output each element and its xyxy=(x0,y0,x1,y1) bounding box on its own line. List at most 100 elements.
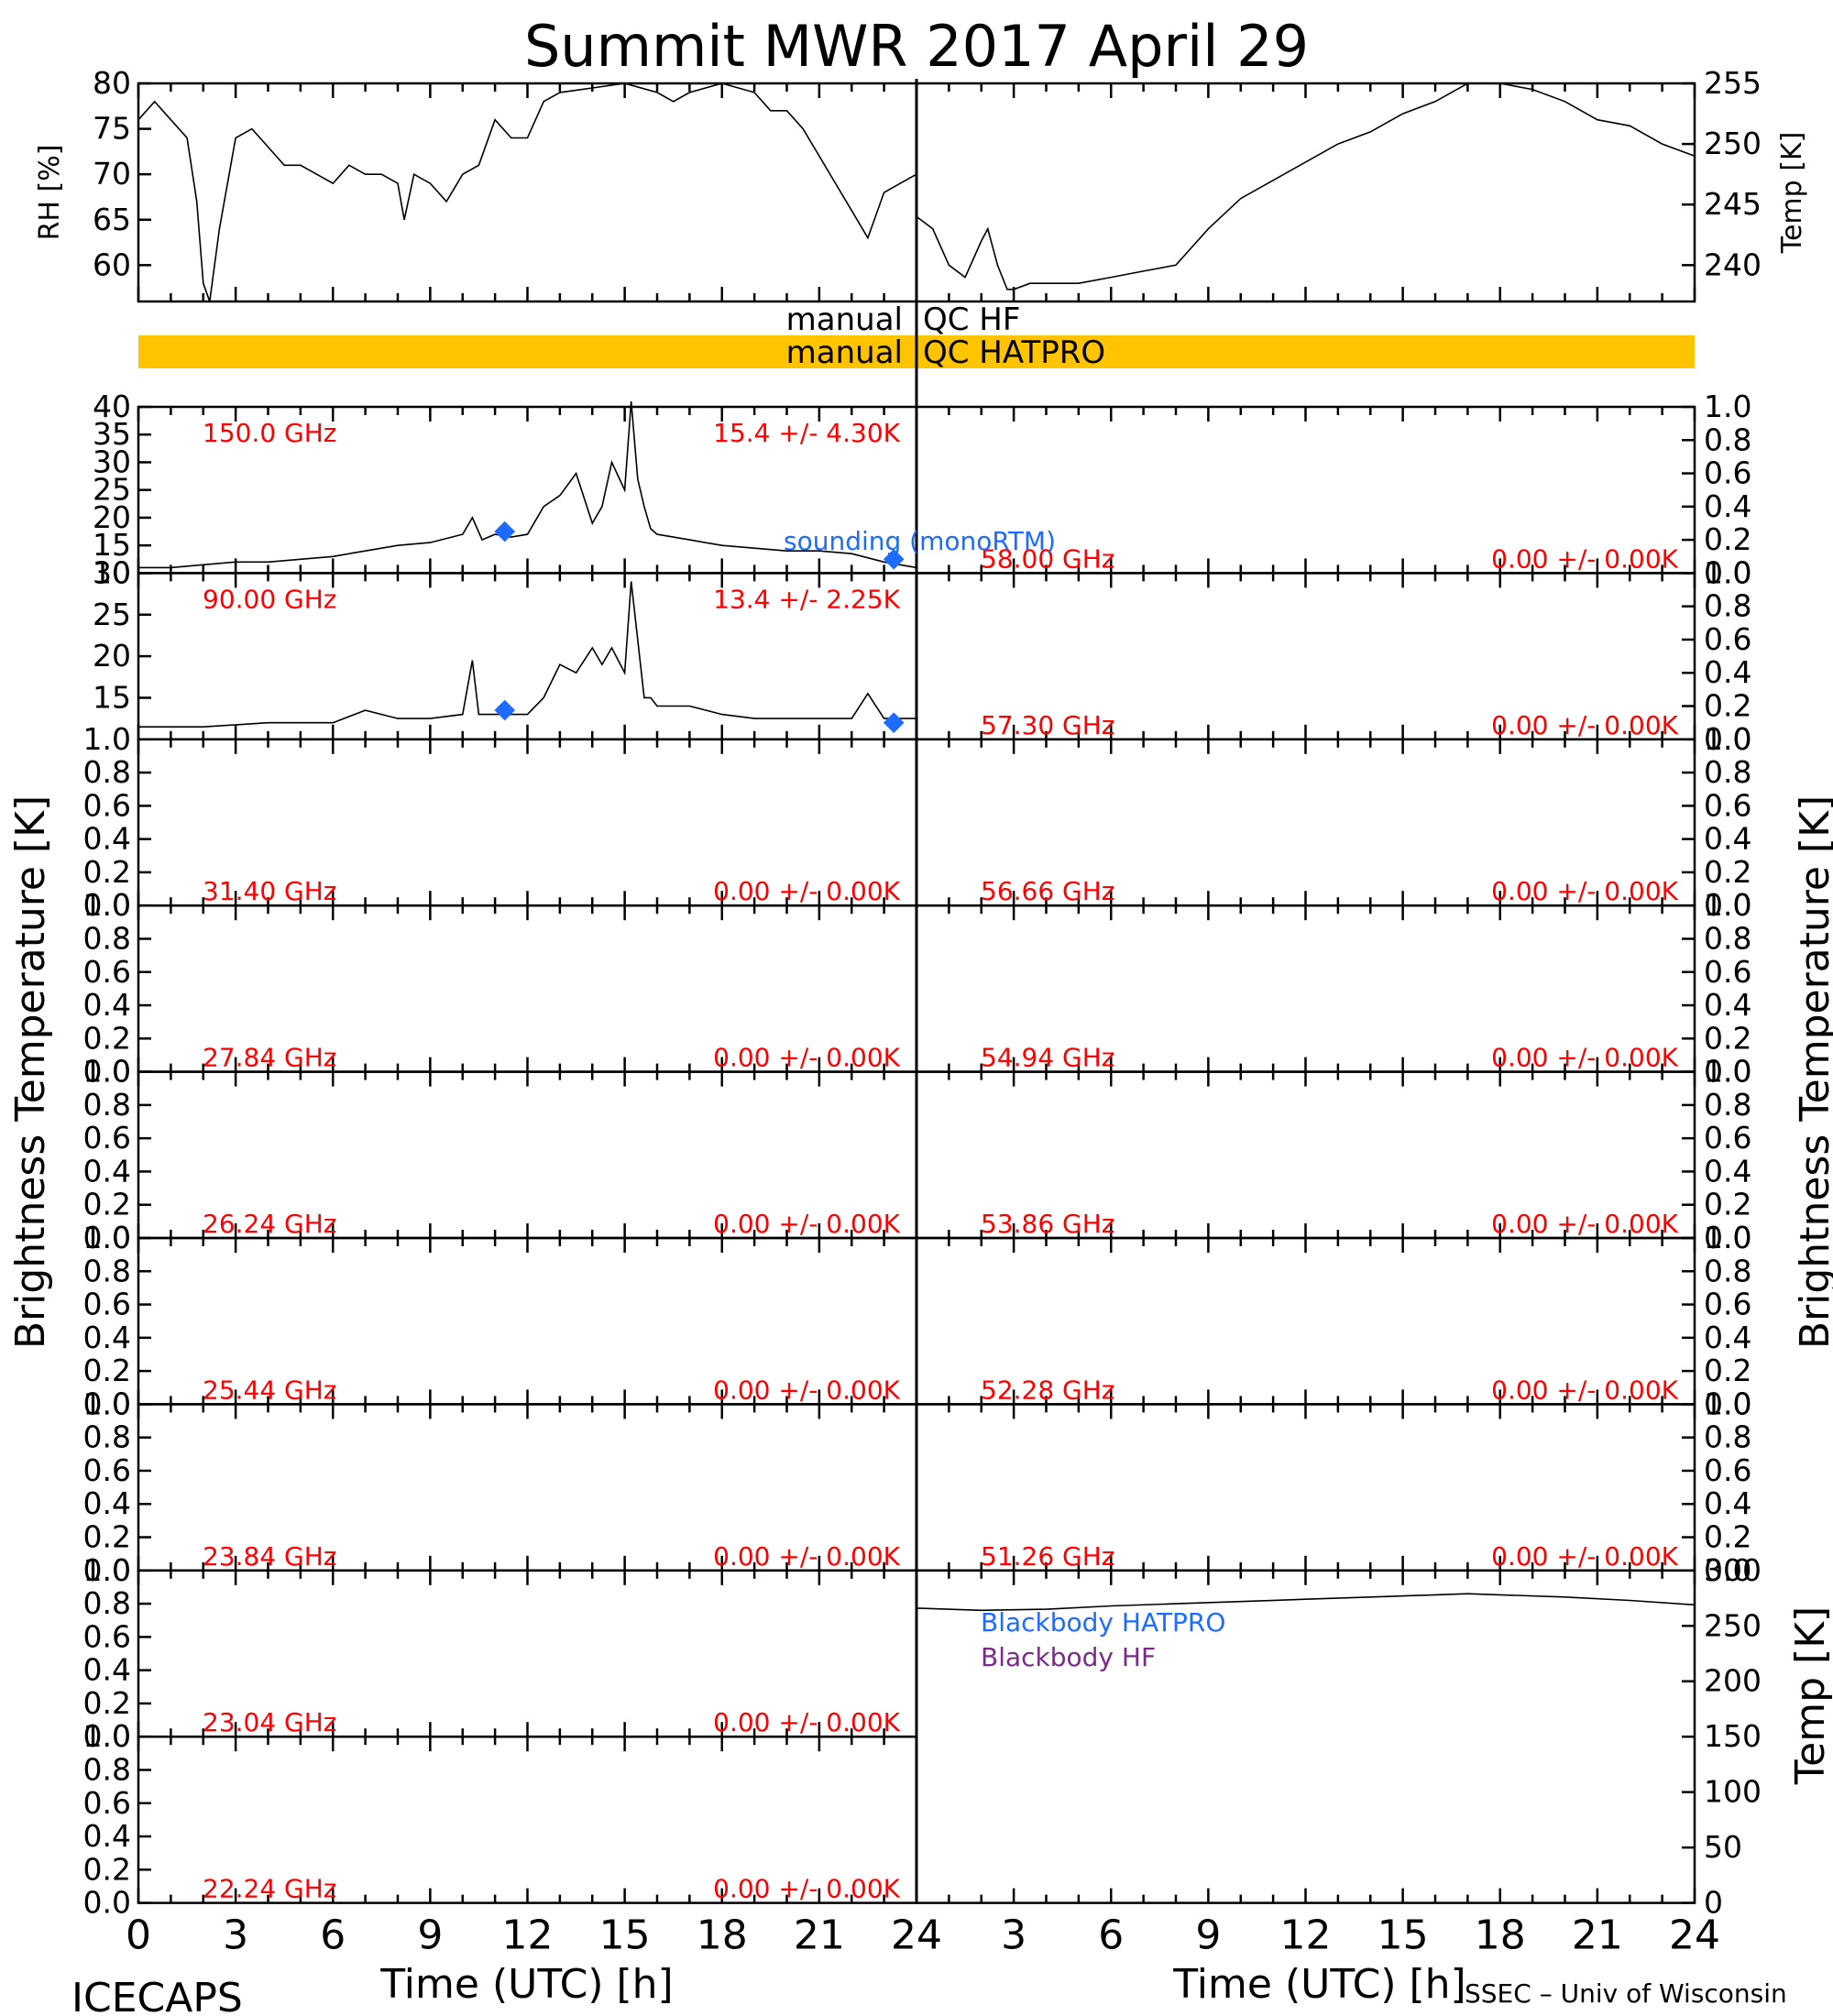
panel-bt2784-ytick-label: 0.6 xyxy=(83,954,131,990)
panel-bt2624-stat-label: 0.00 +/- 0.00K xyxy=(713,1209,900,1239)
bt-ylabel-right: Brightness Temperature [K] xyxy=(1792,795,1833,1349)
panel-bt2784-ytick-label: 1.0 xyxy=(83,887,131,923)
rh-panel-ytick-label: 80 xyxy=(93,65,131,101)
panel-bt3140-ytick-label: 0.0 xyxy=(83,887,131,923)
rh-panel-ytick-label: 60 xyxy=(93,247,131,282)
temp-panel-ytick-label: 250 xyxy=(1704,126,1762,161)
rh-series xyxy=(137,82,917,302)
panel-bt5494-stat-label: 0.00 +/- 0.00K xyxy=(1491,1043,1678,1073)
panel-bt5800-ytick-label: 1.0 xyxy=(1704,389,1751,424)
panel-bt5666-ytick-label: 0.8 xyxy=(1704,754,1751,790)
panel-bt3140-ytick-label: 0.8 xyxy=(83,754,131,790)
panel-bt2544-ytick-label: 1.0 xyxy=(83,1220,131,1255)
panel-bt2224-freq-label: 22.24 GHz xyxy=(203,1874,337,1904)
x-tick-label-left: 21 xyxy=(794,1912,845,1959)
panel-bt5800-stat-label: 0.00 +/- 0.00K xyxy=(1491,543,1678,574)
x-tick-label-left: 3 xyxy=(223,1912,248,1959)
panel-bt150-ytick-label: 15 xyxy=(93,527,131,563)
panel-bt150-ytick-label: 10 xyxy=(93,554,131,590)
blackbody-hatpro-legend: Blackbody HATPRO xyxy=(981,1607,1225,1638)
rh-panel: 60 65 70 75 80 RH [%] xyxy=(34,65,918,303)
x-tick-label-left: 12 xyxy=(502,1912,554,1959)
panel-bt5228-ytick-label: 0.0 xyxy=(1704,1386,1751,1421)
blackbody-hf-legend: Blackbody HF xyxy=(981,1642,1156,1672)
x-tick-label-right: 12 xyxy=(1280,1912,1332,1959)
panel-bt90-sounding-point xyxy=(494,699,516,721)
panel-bt3140-ytick-label: 1.0 xyxy=(83,721,131,757)
panel-bt2304-ytick-label: 1.0 xyxy=(83,1552,131,1588)
panel-blackbody: 0 50 100 150 200 250 300 Blackbody HATPRO Blackb… xyxy=(915,1552,1833,1921)
panel-bt2304-ytick-label: 0.4 xyxy=(83,1652,131,1688)
panel-bt5730-freq-label: 57.30 GHz xyxy=(981,710,1115,740)
panel-bt5126-ytick-label: 0.0 xyxy=(1704,1552,1751,1588)
qc-hatpro-right-label: QC HATPRO xyxy=(923,334,1105,371)
panel-bt150-ytick-label: 25 xyxy=(93,472,131,508)
panel-bt2384-ytick-label: 0.2 xyxy=(83,1519,131,1555)
panel-bt2224-ytick-label: 1.0 xyxy=(83,1718,131,1754)
panel-bt90-ytick-label: 30 xyxy=(93,554,131,590)
temp-panel-ytick-label: 240 xyxy=(1704,247,1762,282)
panel-bt5666-ytick-label: 1.0 xyxy=(1704,721,1751,757)
panel-bt2304-stat-label: 0.00 +/- 0.00K xyxy=(713,1707,900,1737)
panel-bt5228-ytick-label: 0.6 xyxy=(1704,1287,1751,1322)
x-tick-label-left: 0 xyxy=(126,1912,151,1959)
panel-bt2384-ytick-label: 0.0 xyxy=(83,1552,131,1588)
panel-bt5494-ytick-label: 0.0 xyxy=(1704,1054,1751,1090)
footer-left-label: ICECAPS xyxy=(71,1975,243,2016)
panel-bt150-freq-label: 150.0 GHz xyxy=(203,418,337,448)
panel-bt2784-ytick-label: 0.4 xyxy=(83,987,131,1023)
panel-bt3140-ytick-label: 0.2 xyxy=(83,854,131,890)
panel-bt5494-ytick-label: 0.6 xyxy=(1704,954,1751,990)
panel-bt2624-ytick-label: 1.0 xyxy=(83,1054,131,1090)
x-axis-title-right: Time (UTC) [h] xyxy=(1172,1961,1465,2008)
panel-bt5730-ytick-label: 0.4 xyxy=(1704,654,1751,690)
panel-bt90-stat-label: 13.4 +/- 2.25K xyxy=(713,584,900,614)
panel-bt5800-ytick-label: 0.4 xyxy=(1704,488,1751,524)
x-tick-label-left: 18 xyxy=(697,1912,748,1959)
panel-blackbody-ytick-label: 0 xyxy=(1704,1885,1723,1921)
x-tick-label-right: 21 xyxy=(1572,1912,1623,1959)
panel-bt2544-ytick-label: 0.2 xyxy=(83,1353,131,1388)
panel-bt2384-freq-label: 23.84 GHz xyxy=(203,1541,337,1572)
panel-bt5386-ytick-label: 0.2 xyxy=(1704,1187,1751,1222)
panel-blackbody-ytick-label: 150 xyxy=(1704,1718,1762,1754)
panel-bt2624-ytick-label: 0.4 xyxy=(83,1153,131,1189)
panel-blackbody-ytick-label: 100 xyxy=(1704,1774,1762,1810)
panel-bt5126-ytick-label: 0.2 xyxy=(1704,1519,1751,1555)
x-tick-label-left: 6 xyxy=(320,1912,346,1959)
x-tick-label-right: 24 xyxy=(1669,1912,1720,1959)
panel-bt2384-ytick-label: 0.6 xyxy=(83,1452,131,1488)
x-tick-label-right: 15 xyxy=(1377,1912,1429,1959)
panel-bt5228-stat-label: 0.00 +/- 0.00K xyxy=(1491,1375,1678,1405)
panel-bt2784-ytick-label: 0.8 xyxy=(83,920,131,956)
panel-bt5386-ytick-label: 1.0 xyxy=(1704,1054,1751,1090)
panel-bt2544-freq-label: 25.44 GHz xyxy=(203,1375,337,1405)
temp-panel-ytick-label: 245 xyxy=(1704,186,1762,222)
panel-blackbody-ytick-label: 200 xyxy=(1704,1663,1762,1699)
panel-bt2224: 0.00.20.40.60.81.022.24 GHz 0.00 +/- 0.00… xyxy=(83,1718,918,1921)
panel-bt3140-stat-label: 0.00 +/- 0.00K xyxy=(713,876,900,906)
panel-bt5228: 0.00.20.40.60.81.052.28 GHz 0.00 +/- 0.00… xyxy=(915,1220,1751,1421)
panel-bt2384-ytick-label: 0.8 xyxy=(83,1419,131,1455)
panel-bt2304-freq-label: 23.04 GHz xyxy=(203,1707,337,1737)
panel-bt5800-freq-label: 58.00 GHz xyxy=(981,543,1115,574)
panel-bt5126-stat-label: 0.00 +/- 0.00K xyxy=(1491,1541,1678,1572)
panel-bt90-ytick-label: 20 xyxy=(93,638,131,674)
panel-bt5800-ytick-label: 0.0 xyxy=(1704,554,1751,590)
panel-bt5386-freq-label: 53.86 GHz xyxy=(981,1209,1115,1239)
blackbody-ylabel: Temp [K] xyxy=(1787,1606,1833,1785)
panel-bt2784-freq-label: 27.84 GHz xyxy=(203,1043,337,1073)
panel-bt5730: 0.00.20.40.60.81.057.30 GHz 0.00 +/- 0.00… xyxy=(915,554,1751,757)
panel-bt5386-ytick-label: 0.4 xyxy=(1704,1153,1751,1189)
qc-hf-right-label: QC HF xyxy=(923,301,1020,338)
panel-bt2304-ytick-label: 0.8 xyxy=(83,1585,131,1621)
panel-bt5228-ytick-label: 0.8 xyxy=(1704,1253,1751,1288)
panel-bt90-series xyxy=(138,581,916,728)
sounding-legend-label: sounding (monoRTM) xyxy=(784,526,1056,556)
panel-bt5800-ytick-label: 0.6 xyxy=(1704,455,1751,491)
panel-bt5386-ytick-label: 0.0 xyxy=(1704,1220,1751,1255)
panel-bt5730-stat-label: 0.00 +/- 0.00K xyxy=(1491,710,1678,740)
panel-bt2544-ytick-label: 0.6 xyxy=(83,1287,131,1322)
panel-bt90-ytick-label: 15 xyxy=(93,679,131,715)
